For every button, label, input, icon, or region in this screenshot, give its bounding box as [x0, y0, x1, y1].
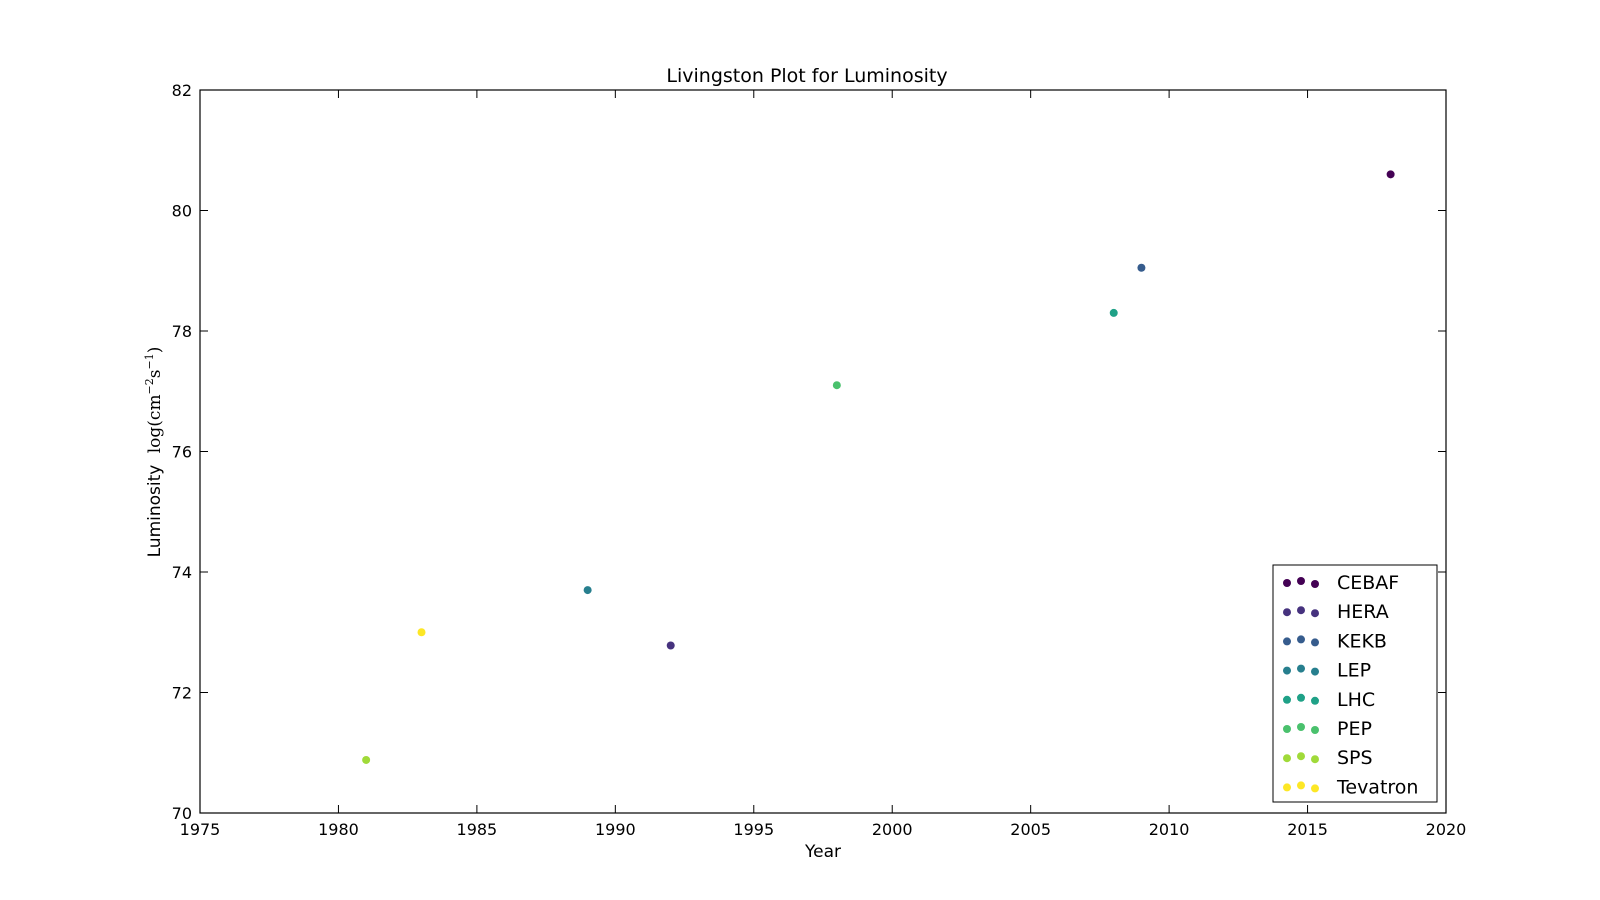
y-axis-label: Luminosity log(cm−2s−1) [143, 347, 165, 558]
axis-ticks [199, 89, 1447, 814]
y-tick-label: 74 [172, 563, 192, 582]
legend-marker [1297, 693, 1305, 702]
y-tick-label: 70 [172, 804, 192, 823]
chart-title: Livingston Plot for Luminosity [666, 65, 947, 87]
data-point-lep [583, 586, 592, 595]
x-tick-label: 2000 [872, 820, 913, 839]
legend-marker [1311, 784, 1319, 793]
legend-item-hera: HERA [1283, 601, 1389, 623]
y-tick-label: 72 [172, 684, 192, 703]
legend-marker [1311, 609, 1319, 618]
x-tick-label: 1980 [318, 820, 359, 839]
legend-item-sps: SPS [1283, 747, 1373, 769]
legend-marker [1297, 752, 1305, 761]
legend-marker [1311, 580, 1319, 588]
tick-labels: 1975 1980 1985 1990 1995 2000 2005 2010 2015 2020… [172, 81, 1467, 839]
y-axis-unit-mid: s [145, 369, 165, 378]
x-tick-label: 1975 [180, 820, 221, 839]
legend-marker [1297, 606, 1305, 615]
data-point-tevatron [417, 628, 426, 637]
legend-item-lep: LEP [1283, 660, 1371, 682]
legend-label: Tevatron [1336, 776, 1418, 798]
legend-marker [1297, 635, 1305, 644]
y-axis-unit-sup2: −1 [143, 353, 156, 369]
legend-item-kekb: KEKB [1283, 630, 1387, 652]
legend-marker [1311, 726, 1319, 734]
legend-marker [1297, 577, 1305, 585]
legend-label: CEBAF [1337, 572, 1399, 594]
legend-marker [1297, 781, 1305, 790]
y-axis-unit-prefix: log(cm [145, 394, 165, 453]
legend-marker [1283, 608, 1291, 617]
legend-item-pep: PEP [1283, 718, 1372, 740]
legend-marker [1283, 666, 1291, 675]
legend-marker [1297, 664, 1305, 673]
data-points [362, 170, 1395, 764]
y-tick-label: 82 [172, 81, 192, 100]
data-point-hera [666, 641, 675, 650]
legend-label: HERA [1337, 601, 1389, 623]
x-tick-label: 1990 [595, 820, 636, 839]
legend-item-lhc: LHC [1283, 689, 1375, 711]
legend-marker [1311, 755, 1319, 764]
legend: CEBAF HERA KEKB LEP LHC PEP SPS Tevatron [1272, 564, 1438, 803]
legend-item-tevatron: Tevatron [1283, 776, 1418, 798]
legend-marker [1283, 754, 1291, 763]
x-tick-label: 2005 [1010, 820, 1051, 839]
y-tick-label: 78 [172, 322, 192, 341]
y-axis-unit-sup1: −2 [143, 378, 156, 394]
data-point-lhc [1109, 308, 1118, 317]
x-tick-label: 1985 [457, 820, 498, 839]
data-point-pep [832, 381, 841, 390]
legend-marker [1283, 579, 1291, 587]
legend-marker [1283, 725, 1291, 733]
x-tick-label: 1995 [733, 820, 774, 839]
y-axis-unit-suffix: ) [145, 347, 165, 354]
y-axis-label-text: Luminosity [145, 465, 165, 558]
legend-label: LEP [1337, 660, 1371, 682]
legend-label: PEP [1337, 718, 1372, 740]
legend-label: LHC [1337, 689, 1375, 711]
legend-marker [1283, 783, 1291, 792]
legend-marker [1297, 723, 1305, 731]
data-point-sps [362, 755, 371, 764]
y-tick-label: 76 [172, 443, 192, 462]
legend-label: SPS [1337, 747, 1373, 769]
x-tick-label: 2015 [1287, 820, 1328, 839]
data-point-cebaf [1386, 170, 1395, 179]
data-point-kekb [1137, 263, 1146, 272]
legend-marker [1311, 667, 1319, 676]
legend-marker [1311, 638, 1319, 647]
plot-area [199, 89, 1447, 814]
x-axis-label: Year [804, 842, 841, 862]
x-tick-label: 2020 [1426, 820, 1467, 839]
legend-label: KEKB [1337, 630, 1387, 652]
legend-marker [1311, 696, 1319, 705]
x-tick-label: 2010 [1149, 820, 1190, 839]
legend-marker [1283, 695, 1291, 704]
legend-item-cebaf: CEBAF [1283, 572, 1399, 594]
legend-marker [1283, 637, 1291, 646]
y-tick-label: 80 [172, 202, 192, 221]
legend-box [1272, 564, 1438, 803]
